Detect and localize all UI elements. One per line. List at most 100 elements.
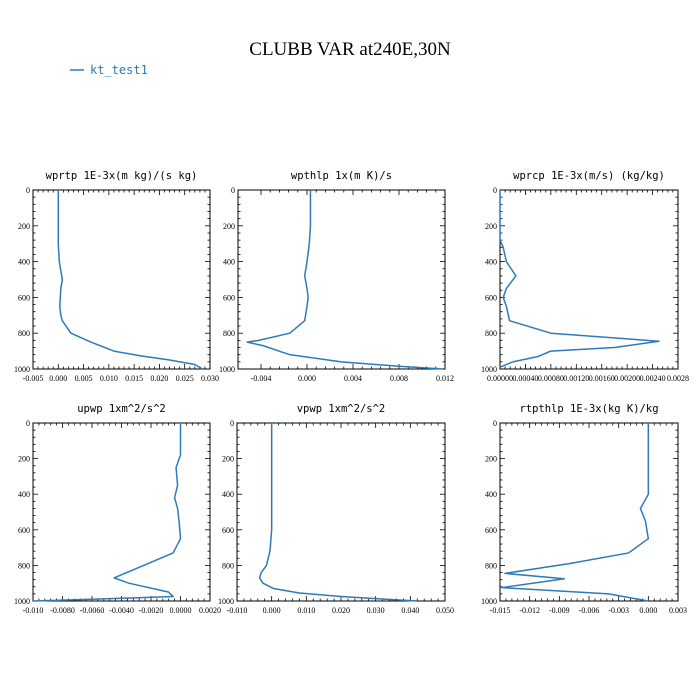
- y-tick-label: 1000: [14, 597, 30, 606]
- legend-label: kt_test1: [90, 63, 148, 77]
- x-tick-label: 0.004: [344, 374, 362, 383]
- x-tick-label: 0.020: [150, 374, 168, 383]
- y-tick-label: 200: [485, 222, 497, 231]
- y-tick-label: 1000: [481, 365, 497, 374]
- x-tick-label: -0.005: [23, 374, 44, 383]
- y-tick-label: 200: [223, 222, 235, 231]
- x-tick-label: 0.040: [401, 606, 419, 615]
- y-tick-label: 600: [485, 526, 497, 535]
- y-tick-label: 1000: [218, 597, 234, 606]
- chart-panel-5: vpwp 1xm^2/s^2 -0.010 0.000 0.010 0.020 0.030…: [218, 403, 454, 615]
- x-tick-label: 0.005: [75, 374, 93, 383]
- y-tick-label: 200: [18, 455, 30, 464]
- x-tick-label: -0.003: [608, 606, 629, 615]
- x-tick-label: 0.010: [100, 374, 118, 383]
- y-tick-label: 1000: [14, 365, 30, 374]
- x-tick-label: -0.006: [579, 606, 600, 615]
- x-tick-label: 0.00160: [589, 374, 615, 383]
- x-tick-label: 0.000: [298, 374, 316, 383]
- x-tick-label: 0.050: [436, 606, 454, 615]
- x-tick-label: 0.00120: [563, 374, 589, 383]
- chart-panel-6: rtpthlp 1E-3x(kg K)/kg -0.015 -0.012 -0.009…: [481, 403, 687, 615]
- chart-panel-4: upwp 1xm^2/s^2 -0.010 -0.0080 -0.0060 -0.004…: [14, 403, 221, 615]
- x-tick-label: 0.010: [297, 606, 315, 615]
- y-tick-label: 400: [18, 258, 30, 267]
- x-tick-label: 0.00040: [512, 374, 538, 383]
- series-line-kt_test1: [246, 190, 443, 370]
- x-tick-label: 0.00080: [538, 374, 564, 383]
- y-tick-label: 1000: [219, 365, 235, 374]
- x-tick-label: -0.009: [549, 606, 570, 615]
- y-tick-label: 0: [493, 186, 497, 195]
- y-tick-label: 400: [485, 490, 497, 499]
- x-tick-label: -0.012: [519, 606, 540, 615]
- panel-title: upwp 1xm^2/s^2: [77, 403, 166, 415]
- y-tick-label: 0: [231, 186, 235, 195]
- x-tick-label: 0.030: [367, 606, 385, 615]
- plot-frame: [499, 189, 679, 370]
- x-tick-label: 0.0028: [667, 374, 689, 383]
- x-tick-label: -0.0060: [80, 606, 105, 615]
- y-tick-label: 800: [222, 561, 234, 570]
- x-tick-label: -0.0020: [139, 606, 164, 615]
- x-tick-label: 0.00000: [487, 374, 513, 383]
- legend: kt_test1: [70, 63, 148, 77]
- panel-title: wprcp 1E-3x(m/s) (kg/kg): [513, 170, 665, 182]
- x-tick-label: 0.00240: [640, 374, 666, 383]
- chart-panel-1: wprtp 1E-3x(m kg)/(s kg) -0.005 0.000 0.005…: [14, 170, 219, 383]
- plot-frame: [237, 189, 446, 370]
- panel-title: wprtp 1E-3x(m kg)/(s kg): [46, 170, 198, 182]
- chart-panels: wprtp 1E-3x(m kg)/(s kg) -0.005 0.000 0.005…: [14, 170, 689, 615]
- x-tick-label: 0.000: [263, 606, 281, 615]
- panel-title: wpthlp 1x(m K)/s: [291, 170, 392, 182]
- x-tick-label: 0.025: [176, 374, 194, 383]
- y-tick-label: 200: [222, 455, 234, 464]
- x-tick-label: 0.0020: [199, 606, 221, 615]
- x-tick-label: 0.012: [436, 374, 454, 383]
- series-line-kt_test1: [57, 190, 203, 370]
- x-tick-label: -0.015: [490, 606, 511, 615]
- y-tick-label: 600: [18, 526, 30, 535]
- x-tick-label: 0.000: [49, 374, 67, 383]
- y-tick-label: 200: [18, 222, 30, 231]
- y-tick-label: 800: [18, 561, 30, 570]
- panel-title: rtpthlp 1E-3x(kg K)/kg: [519, 403, 658, 415]
- y-tick-label: 800: [485, 561, 497, 570]
- chart-panel-2: wpthlp 1x(m K)/s -0.004 0.000 0.004 0.008 0.0…: [219, 170, 454, 383]
- y-tick-label: 400: [222, 490, 234, 499]
- x-tick-label: 0.00200: [614, 374, 640, 383]
- x-tick-label: -0.0080: [50, 606, 75, 615]
- x-tick-label: 0.015: [125, 374, 143, 383]
- series-line-kt_test1: [501, 423, 650, 602]
- x-tick-label: 0.008: [390, 374, 408, 383]
- x-tick-label: 0.003: [669, 606, 687, 615]
- y-tick-label: 1000: [481, 597, 497, 606]
- y-tick-label: 200: [485, 455, 497, 464]
- y-tick-label: 800: [18, 329, 30, 338]
- x-tick-label: 0.020: [332, 606, 350, 615]
- y-tick-label: 600: [222, 526, 234, 535]
- x-tick-label: -0.004: [251, 374, 272, 383]
- x-tick-label: -0.010: [23, 606, 44, 615]
- y-tick-label: 0: [493, 419, 497, 428]
- figure-title: CLUBB VAR at240E,30N: [249, 39, 451, 60]
- series-line-kt_test1: [499, 190, 660, 368]
- y-tick-label: 800: [485, 329, 497, 338]
- x-tick-label: -0.010: [227, 606, 248, 615]
- y-tick-label: 400: [223, 258, 235, 267]
- series-line-kt_test1: [32, 423, 182, 602]
- y-tick-label: 0: [26, 186, 30, 195]
- x-tick-label: 0.0000: [170, 606, 192, 615]
- y-tick-label: 0: [230, 419, 234, 428]
- panel-title: vpwp 1xm^2/s^2: [297, 403, 386, 415]
- x-tick-label: -0.0040: [109, 606, 134, 615]
- x-tick-label: 0.000: [639, 606, 657, 615]
- plot-frame: [32, 189, 211, 370]
- y-tick-label: 600: [18, 293, 30, 302]
- y-tick-label: 400: [18, 490, 30, 499]
- plot-frame: [236, 422, 446, 602]
- y-tick-label: 0: [26, 419, 30, 428]
- y-tick-label: 600: [223, 293, 235, 302]
- series-line-kt_test1: [258, 423, 418, 602]
